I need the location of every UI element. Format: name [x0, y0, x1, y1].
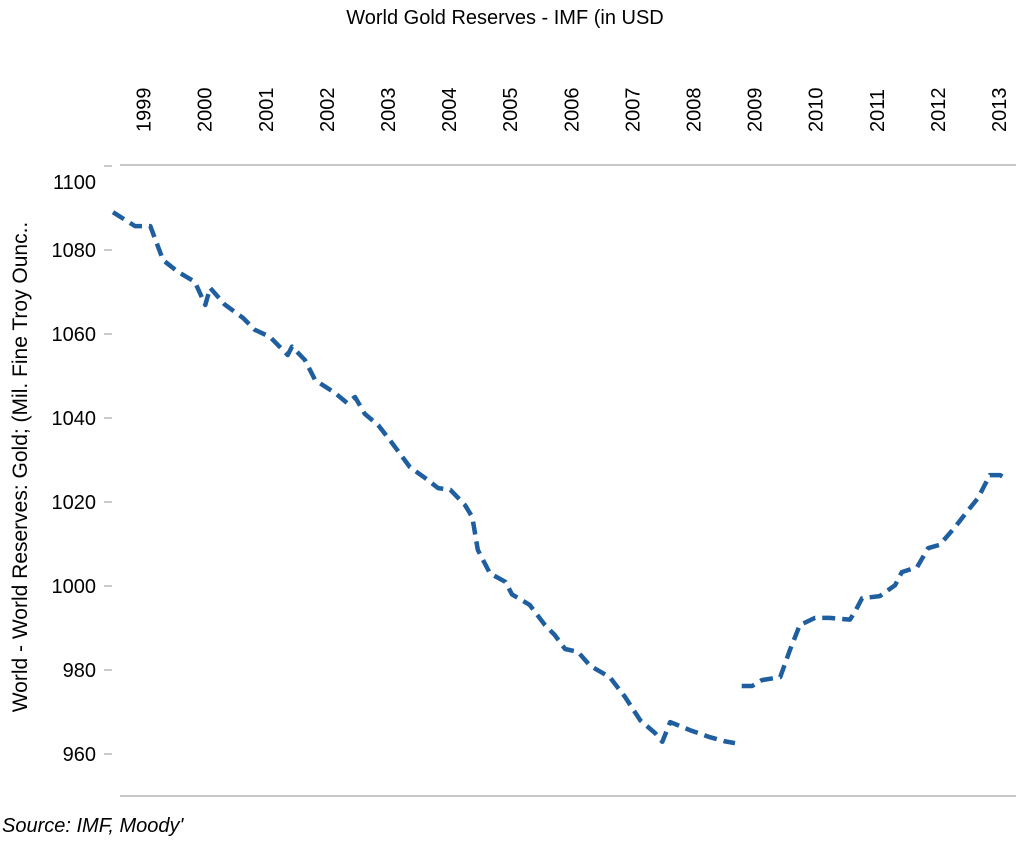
series-line-segment-1	[111, 210, 736, 746]
x-tick-label: 2010	[806, 88, 828, 133]
chart-title: World Gold Reserves - IMF (in USD	[346, 7, 663, 29]
y-tick-label: 980	[63, 660, 96, 682]
y-axis-title: World - World Reserves: Gold; (Mil. Fine…	[9, 222, 32, 713]
y-tick-label: 1080	[52, 240, 97, 262]
x-tick-label: 2001	[256, 88, 278, 133]
x-tick-label: 2009	[745, 88, 767, 133]
x-tick-label: 2013	[989, 88, 1011, 133]
y-tick-label: 1020	[52, 492, 97, 514]
x-tick-label: 2011	[867, 89, 889, 132]
x-tick-label: 2002	[317, 88, 339, 133]
x-tick-label: 2003	[378, 88, 400, 133]
x-tick-label: 2004	[439, 88, 461, 133]
y-tick-label: 1060	[52, 324, 97, 346]
x-tick-label: 2000	[195, 88, 217, 133]
x-tick-label: 2012	[928, 88, 950, 133]
x-tick-label: 2008	[683, 88, 705, 133]
series-line-segment-2	[741, 472, 1010, 689]
y-tick-label: 1040	[52, 408, 97, 430]
source-note: Source: IMF, Moody'	[2, 815, 184, 837]
y-tick-label: 960	[63, 744, 96, 766]
x-tick-label: 2007	[622, 88, 644, 133]
x-tick-label: 2006	[561, 88, 583, 133]
y-tick-label: 1000	[52, 576, 97, 598]
x-tick-label: 2005	[500, 88, 522, 133]
y-tick-label: 1100	[53, 172, 96, 194]
x-tick-label: 1999	[134, 88, 156, 133]
